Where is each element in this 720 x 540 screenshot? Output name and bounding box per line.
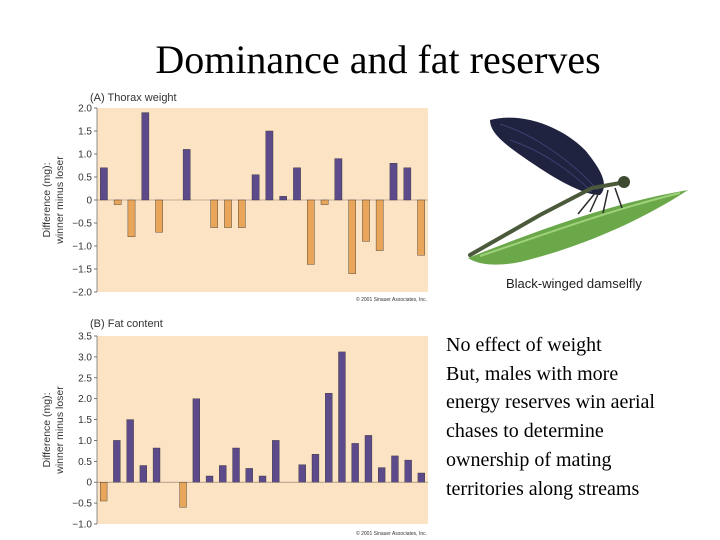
y-tick-label: 1.0 xyxy=(78,436,92,447)
bar xyxy=(272,440,280,483)
y-tick-label: −1.5 xyxy=(72,265,92,276)
bar xyxy=(417,472,425,483)
body-line: No effect of weight xyxy=(446,334,602,356)
bar xyxy=(224,199,232,228)
bar xyxy=(404,459,412,483)
bar xyxy=(139,465,147,483)
chart-a-ticks: 2.0 1.5 1.0 0.5 0 −0.5 −1.0 −1.5 −2.0 xyxy=(72,104,428,299)
bar xyxy=(362,199,370,242)
bar xyxy=(182,149,191,201)
chart-a-copyright: © 2001 Sinauer Associates, Inc. xyxy=(356,296,427,303)
bar xyxy=(389,162,398,201)
leaf-shape xyxy=(468,190,688,265)
chart-a-title: (A) Thorax weight xyxy=(90,92,177,104)
body-line: But, males with more xyxy=(446,362,619,385)
bar xyxy=(325,393,333,483)
chart-a-ylabel-line2: winner minus loser xyxy=(54,156,66,245)
bar xyxy=(311,454,320,483)
bar xyxy=(338,351,346,483)
y-tick-label: −1.0 xyxy=(72,520,92,531)
leaf-highlight xyxy=(479,192,681,257)
y-tick-label: 1.0 xyxy=(78,150,92,161)
bar xyxy=(126,419,134,483)
bar xyxy=(391,455,399,483)
y-tick-label: 0 xyxy=(86,196,92,207)
damselfly-wing xyxy=(490,117,605,195)
damselfly-body xyxy=(468,181,622,257)
bar xyxy=(127,199,136,237)
chart-b-ylabel-line2: winner minus loser xyxy=(54,386,66,475)
y-tick-label: 0.5 xyxy=(78,173,92,184)
bar xyxy=(99,482,108,502)
y-tick-label: 3.5 xyxy=(78,332,92,343)
bar xyxy=(298,464,306,483)
body-text: No effect of weight But, males with more… xyxy=(446,331,716,503)
y-tick-label: 2.5 xyxy=(78,373,92,384)
bar xyxy=(152,447,161,483)
damselfly-head xyxy=(618,176,630,188)
damselfly-legs xyxy=(577,187,623,215)
y-tick-label: 1.5 xyxy=(78,127,92,138)
bar xyxy=(417,199,425,256)
y-tick-label: 1.5 xyxy=(78,415,92,426)
body-line: energy reserves win aerial xyxy=(446,391,655,414)
bar xyxy=(351,443,359,483)
chart-a-bars xyxy=(100,112,425,274)
bar xyxy=(141,112,150,201)
y-tick-label: −2.0 xyxy=(72,288,92,299)
bar xyxy=(293,167,301,201)
body-line: chases to determine xyxy=(446,420,604,443)
chart-b-bars xyxy=(99,351,425,508)
bar xyxy=(245,468,253,483)
bar xyxy=(205,475,214,483)
bar xyxy=(320,199,329,205)
bar xyxy=(113,199,122,205)
chart-thorax-weight: (A) Thorax weight Difference (mg): winne… xyxy=(41,92,428,303)
chart-b-panel xyxy=(97,336,428,524)
image-caption: Black-winged damselfly xyxy=(506,276,642,291)
bar xyxy=(307,199,315,265)
bar xyxy=(265,130,274,201)
body-line: ownership of mating xyxy=(446,448,612,471)
y-tick-label: 0 xyxy=(86,478,92,489)
y-tick-label: 2.0 xyxy=(78,394,92,405)
chart-fat-content: (B) Fat content Difference (mg): winner … xyxy=(41,318,428,537)
bar xyxy=(179,482,187,508)
y-tick-label: 0.5 xyxy=(78,457,92,468)
chart-b-ylabel: Difference (mg): xyxy=(41,392,53,467)
y-tick-label: −0.5 xyxy=(72,499,92,510)
y-tick-label: −0.5 xyxy=(72,219,92,230)
chart-b-title: (B) Fat content xyxy=(90,318,163,330)
bar xyxy=(378,467,386,483)
bar xyxy=(192,398,200,483)
slide-title: Dominance and fat reserves xyxy=(155,37,601,82)
bar xyxy=(375,199,384,251)
bar xyxy=(232,447,240,483)
bar xyxy=(258,475,267,483)
bar xyxy=(100,167,108,201)
damselfly-illustration xyxy=(468,117,688,265)
y-tick-label: −1.0 xyxy=(72,242,92,253)
bar xyxy=(210,199,219,228)
bar xyxy=(113,440,121,483)
chart-b-copyright: © 2001 Sinauer Associates, Inc. xyxy=(356,530,427,537)
chart-a-ylabel: Difference (mg): xyxy=(41,162,53,237)
bar xyxy=(155,199,163,233)
y-tick-label: 3.0 xyxy=(78,352,92,363)
bar xyxy=(219,465,227,483)
bar xyxy=(279,196,288,201)
damselfly-wing-veins xyxy=(499,123,599,193)
bar xyxy=(251,174,260,201)
bar xyxy=(364,435,373,483)
y-tick-label: 2.0 xyxy=(78,104,92,115)
body-line: territories along streams xyxy=(446,477,640,500)
bar xyxy=(348,199,357,274)
bar xyxy=(403,167,412,201)
bar xyxy=(334,158,343,201)
bar xyxy=(237,199,246,228)
